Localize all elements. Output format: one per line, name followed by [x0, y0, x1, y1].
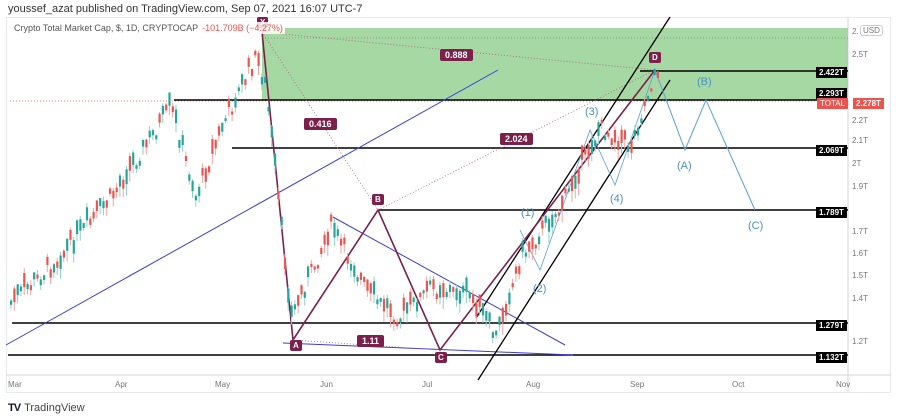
level-tag: 2.069T [816, 145, 847, 156]
time-tick: Mar [8, 380, 22, 389]
chart-frame[interactable] [6, 17, 891, 393]
ratio-ac: 1.11 [357, 335, 385, 347]
point-d-label: D [649, 52, 661, 63]
wave-b-label: (B) [697, 76, 712, 88]
price-tick: 1.6T [852, 249, 869, 258]
symbol-name: Crypto Total Market Cap, $, 1D, CRYPTOCA… [14, 23, 199, 33]
publisher-header: youssef_azat published on TradingView.co… [8, 3, 363, 15]
level-tag: 1.132T [816, 352, 847, 363]
time-tick: Jul [422, 380, 433, 389]
price-tick: 1.5T [852, 271, 869, 280]
wave-2-label: (2) [533, 283, 547, 295]
wave-1-label: (1) [521, 207, 535, 219]
price-tick: 2.5T [852, 50, 869, 59]
price-tick: 2. [852, 27, 859, 36]
time-tick: Nov [836, 380, 851, 389]
total-label: TOTAL [817, 98, 849, 109]
currency-button[interactable]: USD [860, 25, 883, 36]
price-tick: 2.1T [852, 136, 869, 145]
level-tag: 1.789T [816, 207, 847, 218]
time-tick: Oct [732, 380, 745, 389]
price-tick: 2.2T [852, 116, 869, 125]
level-tag: 2.293T [816, 88, 847, 99]
price-tick: 1.2T [852, 337, 869, 346]
target-zone [262, 28, 848, 100]
price-change: -101.709B (−4.27%) [202, 23, 283, 33]
point-c-label: C [435, 352, 447, 363]
brand-name: TradingView [24, 402, 85, 414]
wave-3-label: (3) [585, 106, 599, 118]
point-a-label: A [290, 340, 302, 351]
symbol-legend[interactable]: Crypto Total Market Cap, $, 1D, CRYPTOCA… [12, 22, 285, 34]
level-tag: 2.422T [816, 67, 847, 78]
time-tick: Jun [320, 380, 333, 389]
point-b-label: B [372, 194, 384, 205]
wave-c-label: (C) [748, 220, 764, 232]
ratio-xb: 0.416 [304, 118, 337, 130]
time-tick: Sep [630, 380, 645, 389]
level-tag: 1.279T [816, 320, 847, 331]
ratio-xd: 0.888 [440, 49, 473, 61]
time-tick: May [215, 380, 231, 389]
tradingview-logo-icon: TV [8, 402, 21, 414]
price-tick: 1.9T [852, 182, 869, 191]
price-tick: 2T [852, 159, 862, 168]
time-tick: Apr [115, 380, 128, 389]
tradingview-footer[interactable]: TV TradingView [8, 402, 85, 414]
price-tick: 1.4T [852, 294, 869, 303]
time-tick: Aug [526, 380, 541, 389]
ratio-bd: 2.024 [500, 133, 533, 145]
wave-4-label: (4) [610, 193, 624, 205]
price-tick: 1.7T [852, 227, 869, 236]
wave-a-label: (A) [677, 160, 692, 172]
total-value-tag: 2.278T [853, 98, 884, 109]
